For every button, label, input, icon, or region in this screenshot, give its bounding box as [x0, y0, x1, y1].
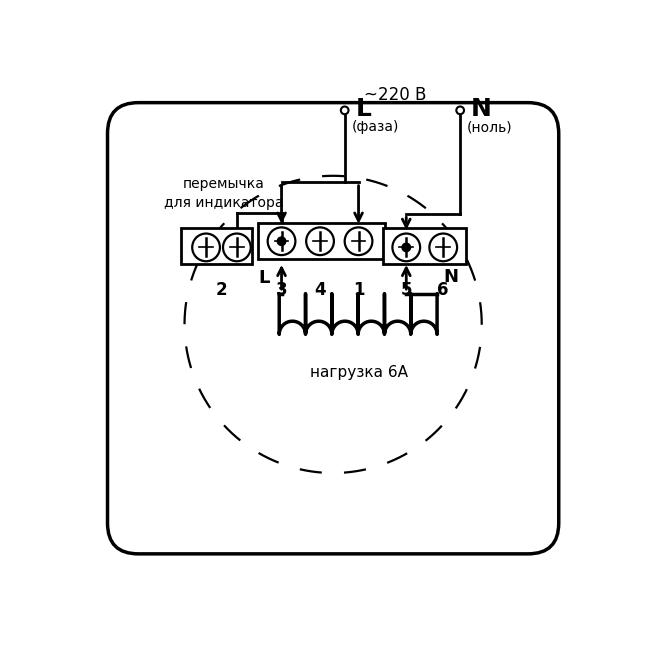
Circle shape [344, 227, 372, 255]
Text: (фаза): (фаза) [352, 120, 399, 135]
Text: 5: 5 [400, 281, 412, 299]
FancyBboxPatch shape [107, 103, 559, 554]
Text: ~220 В: ~220 В [363, 86, 426, 104]
Bar [259, 223, 385, 259]
Circle shape [402, 243, 411, 252]
Circle shape [192, 233, 220, 261]
Bar [181, 228, 252, 265]
Circle shape [341, 107, 348, 114]
Circle shape [430, 233, 457, 261]
Text: 4: 4 [314, 281, 326, 299]
Bar [384, 228, 466, 265]
Text: нагрузка 6А: нагрузка 6А [309, 365, 408, 380]
Text: N: N [471, 97, 492, 121]
Text: L: L [259, 269, 270, 287]
Text: 6: 6 [437, 281, 449, 299]
Text: N: N [443, 268, 458, 285]
Text: 3: 3 [276, 281, 287, 299]
Text: перемычка
для индикатора: перемычка для индикатора [164, 177, 283, 210]
Circle shape [393, 233, 420, 261]
Text: 2: 2 [216, 281, 228, 299]
Circle shape [223, 233, 251, 261]
Circle shape [268, 227, 295, 255]
Text: L: L [356, 97, 371, 121]
Circle shape [306, 227, 334, 255]
Circle shape [278, 237, 286, 246]
Text: (ноль): (ноль) [467, 120, 513, 135]
Text: 1: 1 [353, 281, 364, 299]
Circle shape [456, 107, 464, 114]
